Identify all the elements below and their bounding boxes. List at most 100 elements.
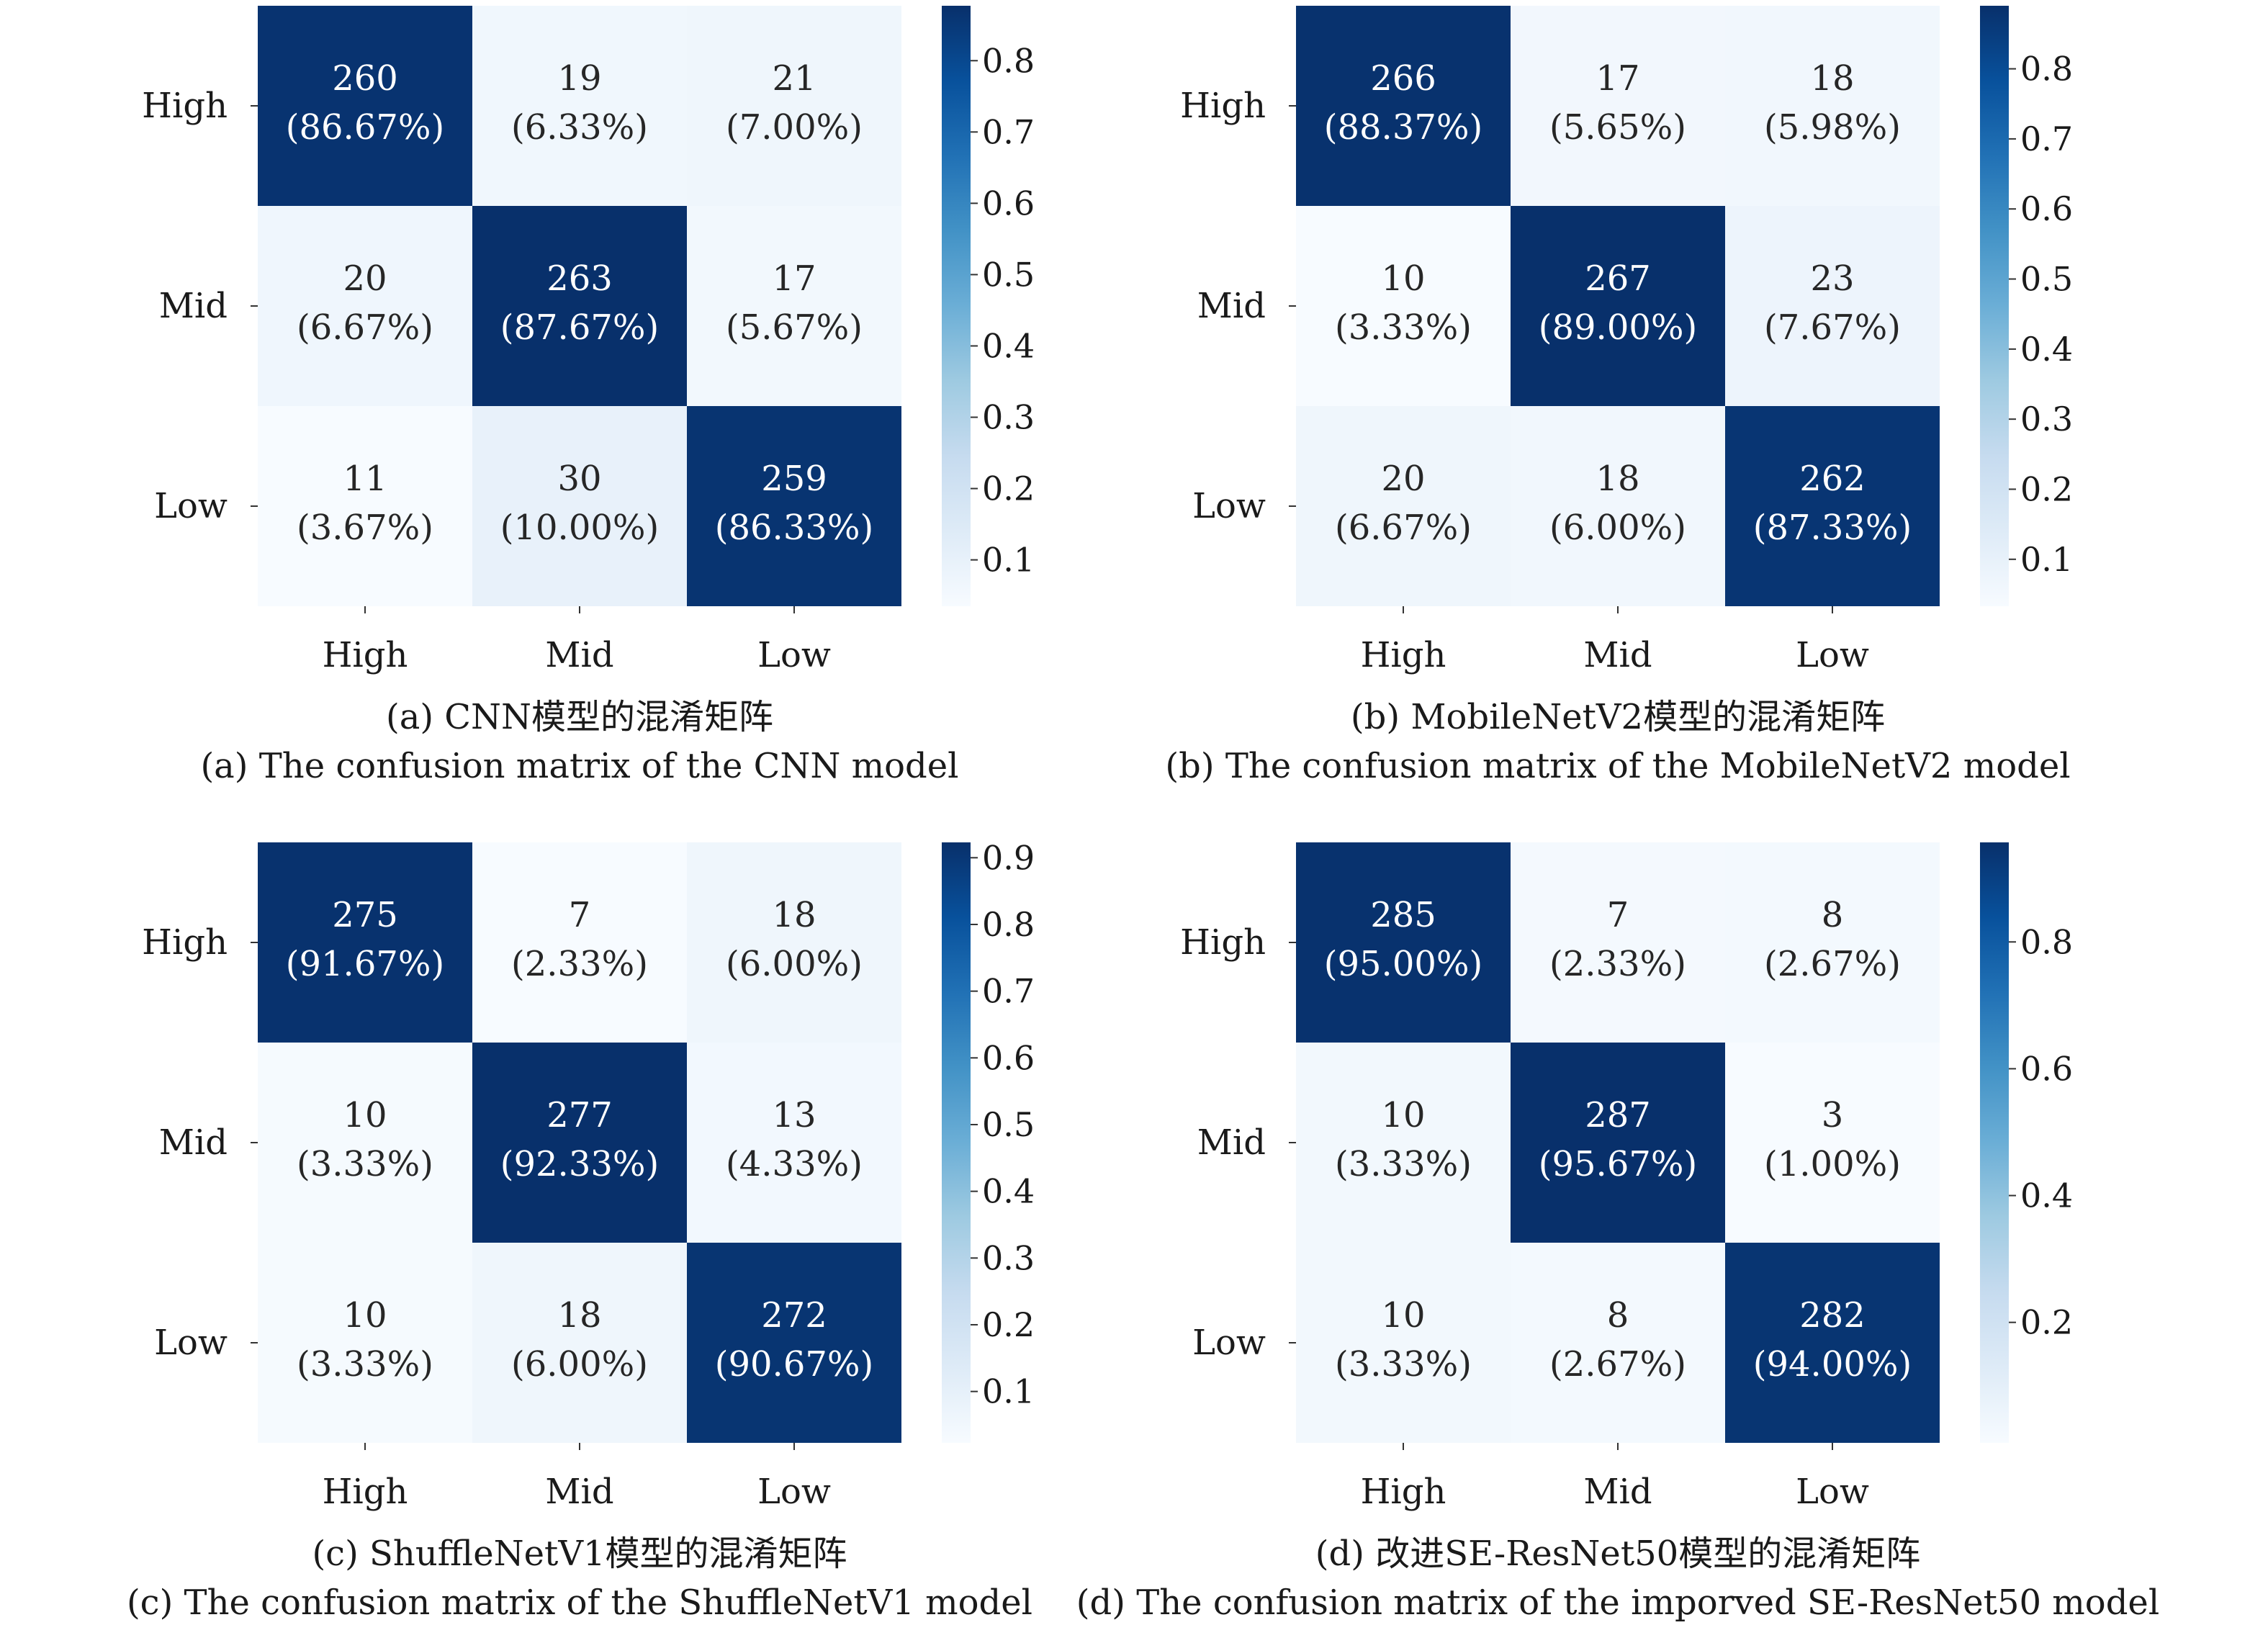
heatmap-cell: [1725, 406, 1940, 606]
heatmap-cell: [1725, 842, 1940, 1043]
colorbar-tick-label: 0.3: [982, 1238, 1035, 1277]
caption-chinese: (d) 改进SE-ResNet50模型的混淆矩阵: [1315, 1534, 1920, 1574]
heatmap-cell: [472, 1243, 687, 1443]
y-tick-label: Low: [1192, 1323, 1266, 1363]
colorbar-tick-label: 0.1: [982, 541, 1035, 580]
colorbar-tick-label: 0.5: [2020, 260, 2073, 299]
colorbar-tick-label: 0.4: [982, 326, 1035, 365]
cell-percent-label: (3.33%): [297, 1144, 433, 1184]
y-tick-label: Mid: [159, 1122, 228, 1163]
caption-english: (a) The confusion matrix of the CNN mode…: [200, 746, 958, 786]
heatmap-cell: [472, 206, 687, 406]
x-tick-label: Mid: [1583, 635, 1652, 675]
cell-percent-label: (6.00%): [511, 1344, 648, 1385]
cell-count-label: 23: [1810, 258, 1854, 299]
heatmap-cell: [258, 206, 472, 406]
x-tick-label: High: [1361, 1472, 1446, 1512]
cell-count-label: 30: [557, 459, 601, 499]
x-tick-label: High: [323, 635, 408, 675]
heatmap-cell: [1725, 1043, 1940, 1243]
colorbar-tick-label: 0.8: [982, 905, 1035, 944]
cell-percent-label: (95.00%): [1324, 944, 1482, 984]
heatmap-cell: [687, 1043, 901, 1243]
y-tick-label: Low: [154, 1323, 228, 1363]
heatmap-cell: [258, 406, 472, 606]
cell-count-label: 272: [761, 1295, 827, 1336]
cell-percent-label: (6.33%): [511, 107, 648, 148]
cell-percent-label: (92.33%): [500, 1144, 659, 1184]
heatmap-cell: [1296, 1243, 1511, 1443]
colorbar-tick-label: 0.1: [2020, 540, 2073, 579]
colorbar-tick-label: 0.6: [2020, 189, 2073, 228]
cell-count-label: 18: [1810, 58, 1854, 99]
heatmap-cell: [1725, 1243, 1940, 1443]
heatmap-cell: [1296, 6, 1511, 206]
confusion-matrix-panel-2: 266 (88.37%) 17 (5.65%) 18 (5.98%) 10 (3.33%) 26…: [1165, 6, 2073, 786]
cell-percent-label: (3.67%): [297, 508, 433, 548]
x-tick-label: Low: [757, 1472, 831, 1512]
heatmap-cell: [472, 6, 687, 206]
cell-count-label: 8: [1822, 895, 1844, 935]
cell-percent-label: (1.00%): [1764, 1144, 1901, 1184]
heatmap-cell: [1511, 206, 1725, 406]
y-tick-label: Mid: [1197, 1122, 1266, 1163]
cell-count-label: 17: [772, 258, 816, 299]
cell-count-label: 10: [1381, 258, 1425, 299]
heatmap-cell: [1511, 406, 1725, 606]
cell-percent-label: (2.67%): [1549, 1344, 1686, 1385]
cell-count-label: 20: [1381, 459, 1425, 499]
cell-percent-label: (6.67%): [297, 307, 433, 348]
cell-percent-label: (6.00%): [726, 944, 863, 984]
heatmap-cell: [687, 6, 901, 206]
cell-percent-label: (7.67%): [1764, 307, 1901, 348]
x-tick-label: Low: [1796, 1472, 1869, 1512]
heatmap-cell: [687, 842, 901, 1043]
colorbar-tick-label: 0.8: [2020, 50, 2073, 89]
cell-percent-label: (91.67%): [286, 944, 444, 984]
cell-percent-label: (89.00%): [1539, 307, 1697, 348]
cell-percent-label: (86.67%): [286, 107, 444, 148]
y-tick-label: High: [142, 922, 228, 963]
colorbar-tick-label: 0.3: [2020, 400, 2073, 438]
heatmap-cell: [1511, 842, 1725, 1043]
cell-percent-label: (87.67%): [500, 307, 659, 348]
y-tick-label: High: [142, 86, 228, 126]
cell-count-label: 287: [1585, 1095, 1651, 1135]
y-tick-label: Mid: [1197, 286, 1266, 326]
colorbar-tick-label: 0.2: [2020, 1303, 2073, 1342]
cell-count-label: 282: [1799, 1295, 1866, 1336]
heatmap-cell: [258, 6, 472, 206]
cell-count-label: 7: [569, 895, 591, 935]
colorbar-tick-label: 0.4: [2020, 330, 2073, 369]
cell-count-label: 20: [343, 258, 387, 299]
caption-english: (b) The confusion matrix of the MobileNe…: [1165, 746, 2070, 786]
heatmap-cell: [472, 842, 687, 1043]
colorbar-tick-label: 0.9: [982, 838, 1035, 877]
colorbar-tick-label: 0.8: [982, 41, 1035, 80]
cell-percent-label: (6.00%): [1549, 508, 1686, 548]
x-tick-label: Low: [757, 635, 831, 675]
cell-count-label: 10: [343, 1095, 387, 1135]
cell-count-label: 267: [1585, 258, 1651, 299]
heatmap-cell: [1511, 1243, 1725, 1443]
cell-percent-label: (10.00%): [500, 508, 659, 548]
colorbar-tick-label: 0.7: [2020, 120, 2073, 158]
cell-percent-label: (7.00%): [726, 107, 863, 148]
heatmap-cell: [1296, 406, 1511, 606]
heatmap-cell: [258, 1043, 472, 1243]
cell-count-label: 10: [1381, 1095, 1425, 1135]
y-tick-label: Mid: [159, 286, 228, 326]
heatmap-cell: [1511, 6, 1725, 206]
cell-count-label: 260: [332, 58, 398, 99]
cell-count-label: 259: [761, 459, 827, 499]
colorbar-tick-label: 0.2: [2020, 469, 2073, 508]
cell-count-label: 21: [772, 58, 816, 99]
x-tick-label: High: [323, 1472, 408, 1512]
colorbar-tick-label: 0.8: [2020, 922, 2073, 961]
cell-count-label: 275: [332, 895, 398, 935]
cell-count-label: 17: [1596, 58, 1639, 99]
cell-percent-label: (5.98%): [1764, 107, 1901, 148]
heatmap-cell: [472, 1043, 687, 1243]
heatmap-cell: [1725, 6, 1940, 206]
